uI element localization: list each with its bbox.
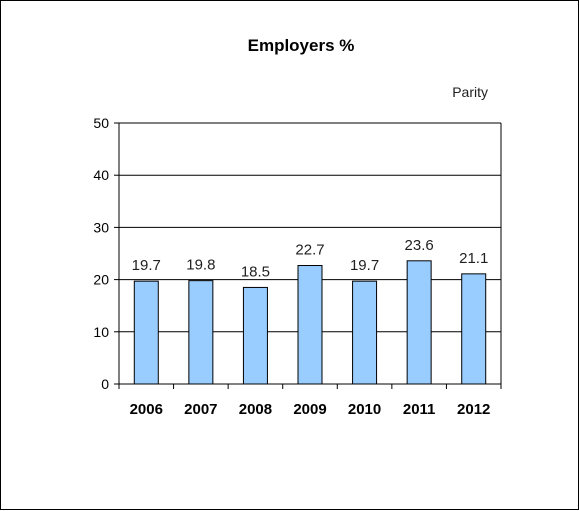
bar bbox=[406, 260, 432, 385]
chart-title: Employers % bbox=[248, 36, 355, 55]
x-tick-label: 2012 bbox=[457, 401, 490, 418]
y-tick-label: 20 bbox=[93, 272, 109, 288]
bar bbox=[242, 286, 268, 385]
x-axis-ticks: 2006 2007 2008 2009 2010 2011 2012 bbox=[118, 384, 502, 418]
bars bbox=[133, 260, 487, 385]
legend-label: Parity bbox=[452, 84, 488, 100]
bar bbox=[461, 273, 487, 385]
x-tick-label: 2006 bbox=[130, 401, 163, 418]
bar bbox=[133, 280, 159, 385]
y-axis-ticks: 0 10 20 30 40 50 bbox=[93, 115, 119, 392]
y-tick-label: 30 bbox=[93, 219, 109, 235]
x-tick-label: 2009 bbox=[293, 401, 326, 418]
data-label: 19.7 bbox=[350, 257, 379, 274]
y-tick-label: 0 bbox=[101, 376, 109, 392]
y-tick-label: 50 bbox=[93, 115, 109, 131]
data-labels: 19.7 19.8 18.5 22.7 19.7 23.6 21.1 bbox=[132, 237, 489, 281]
x-tick-label: 2008 bbox=[239, 401, 272, 418]
y-tick-label: 40 bbox=[93, 167, 109, 183]
y-tick-label: 10 bbox=[93, 324, 109, 340]
x-tick-label: 2007 bbox=[184, 401, 217, 418]
x-tick-label: 2010 bbox=[348, 401, 381, 418]
bar bbox=[188, 280, 214, 385]
bar bbox=[297, 265, 323, 385]
data-label: 21.1 bbox=[459, 250, 488, 267]
data-label: 23.6 bbox=[405, 237, 434, 254]
data-label: 19.7 bbox=[132, 257, 161, 274]
x-tick-label: 2011 bbox=[403, 401, 436, 418]
data-label: 18.5 bbox=[241, 263, 270, 280]
bar bbox=[352, 280, 378, 385]
gridlines bbox=[119, 122, 502, 384]
data-label: 19.8 bbox=[186, 257, 215, 274]
data-label: 22.7 bbox=[295, 242, 324, 259]
axes bbox=[118, 123, 501, 385]
